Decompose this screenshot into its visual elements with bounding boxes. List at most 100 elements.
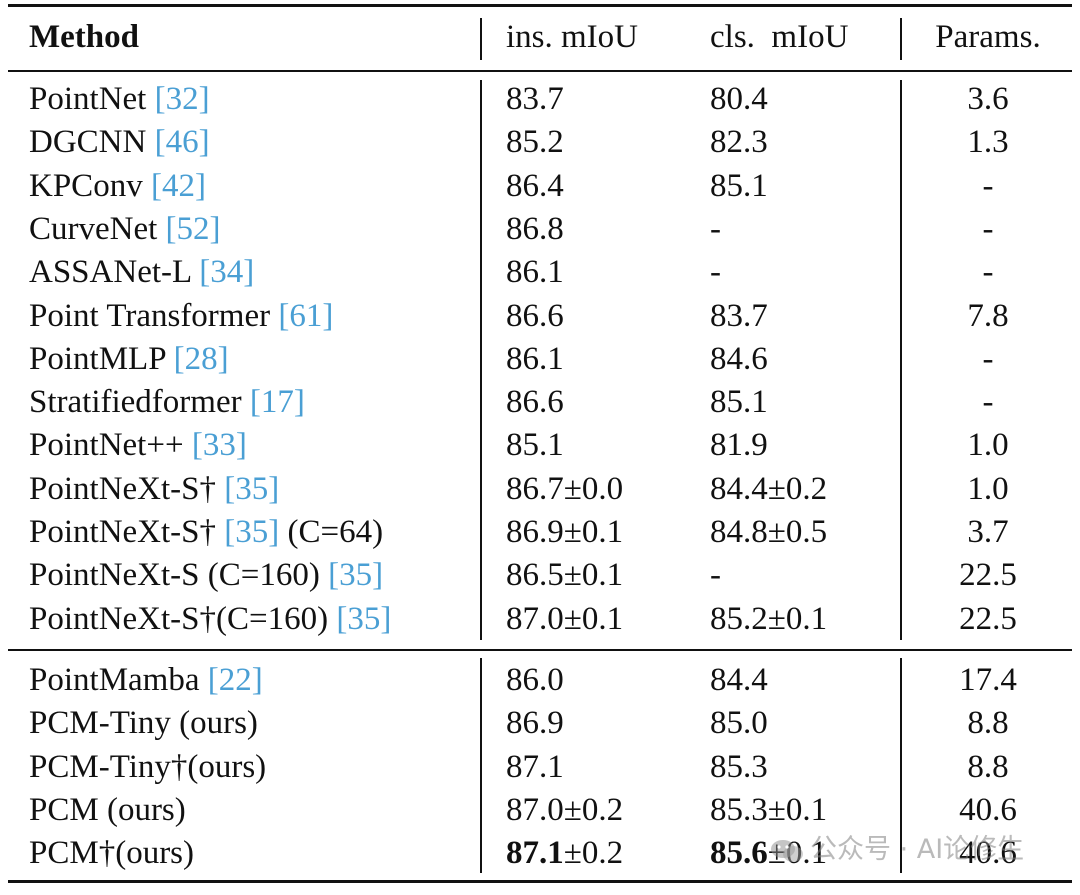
citation-link[interactable]: 35: [347, 600, 381, 637]
citation-link[interactable]: 17: [260, 384, 294, 421]
citation-link[interactable]: 52: [176, 210, 210, 247]
method-name: PointNeXt-S†: [29, 470, 225, 507]
cls-miou-cell: -: [710, 251, 721, 294]
params-cell: 1.0: [967, 470, 1009, 507]
cls-miou-value: 85.0: [710, 705, 768, 742]
top-rule: [8, 4, 1072, 7]
citation-link[interactable]: 42: [161, 167, 195, 204]
table-row: PointMLP [28] 86.1 84.6 -: [8, 338, 1072, 381]
method-cell: ASSANet-L [34]: [29, 251, 254, 294]
method-name: PointNeXt-S†(C=160): [29, 600, 337, 637]
citation-bracket: [: [278, 297, 290, 334]
ins-miou-value: 86.6: [506, 297, 564, 334]
citation-link[interactable]: 46: [165, 124, 199, 161]
params-cell: 40.6: [959, 835, 1017, 872]
citation-bracket: ]: [198, 81, 210, 117]
method-cell: CurveNet [52]: [29, 208, 221, 251]
cls-miou-value: -: [710, 210, 721, 247]
method-name: ASSANet-L: [29, 254, 200, 291]
citation-link[interactable]: 35: [235, 514, 269, 550]
cls-miou-std: ±0.5: [767, 514, 828, 550]
section1-vline-method: [480, 80, 482, 640]
header-params: Params.: [935, 19, 1041, 55]
ins-miou-std: ±0.2: [563, 835, 624, 872]
citation-link[interactable]: 35: [339, 557, 373, 594]
citation-bracket: ]: [322, 297, 334, 334]
ins-miou-value: 86.6: [506, 384, 564, 421]
citation-bracket: [: [224, 514, 236, 550]
table-row: PCM (ours) 87.0±0.2 85.3±0.1 40.6: [8, 789, 1072, 832]
cls-miou-value: 83.7: [710, 297, 768, 334]
citation-link[interactable]: 33: [202, 427, 236, 464]
table-row: PCM-Tiny (ours) 86.9 85.0 8.8: [8, 702, 1072, 745]
citation-link[interactable]: 61: [289, 297, 323, 334]
method-name: PCM (ours): [29, 791, 186, 828]
section-divider-rule: [8, 649, 1072, 651]
cls-miou-cell: 85.3±0.1: [710, 789, 827, 832]
method-name: PointMamba: [29, 662, 208, 698]
method-cell: PointNeXt-S†(C=160) [35]: [29, 598, 391, 641]
citation-link[interactable]: 22: [218, 662, 252, 698]
table-row: PointNeXt-S† [35] 86.7±0.0 84.4±0.2 1.0: [8, 468, 1072, 511]
cls-miou-value: 84.6: [710, 340, 768, 377]
citation-bracket: ]: [268, 470, 280, 507]
ins-miou-value: 87.0: [506, 600, 564, 637]
citation-bracket: ]: [209, 210, 221, 247]
params-cell: 22.5: [959, 600, 1017, 637]
params-cell: -: [982, 340, 994, 377]
table-row: Stratifiedformer [17] 86.6 85.1 -: [8, 381, 1072, 424]
ins-miou-value: 87.1: [506, 835, 564, 872]
citation-bracket: [: [154, 124, 166, 161]
citation-bracket: ]: [194, 167, 206, 204]
method-cell: PointNeXt-S† [35]: [29, 468, 279, 511]
method-cell: PointNeXt-S† [35] (C=64): [29, 511, 383, 554]
method-name: PointNeXt-S†: [29, 514, 225, 550]
ins-miou-std: ±0.1: [563, 514, 624, 550]
cls-miou-cell: 85.1: [710, 381, 768, 424]
citation-link[interactable]: 35: [235, 470, 269, 507]
params-cell: 1.3: [967, 124, 1009, 161]
params-cell: -: [982, 254, 994, 291]
method-cell: PointNet [32]: [29, 78, 210, 121]
ins-miou-value: 86.0: [506, 662, 564, 698]
cls-miou-value: 85.1: [710, 384, 768, 421]
ins-miou-cell: 87.0±0.1: [506, 598, 623, 641]
citation-bracket: [: [165, 210, 177, 247]
ins-miou-cell: 87.0±0.2: [506, 789, 623, 832]
method-suffix: (C=64): [279, 514, 384, 550]
ins-miou-cell: 86.1: [506, 338, 564, 381]
citation-bracket: ]: [243, 254, 255, 291]
ins-miou-cell: 86.7±0.0: [506, 468, 623, 511]
ins-miou-value: 86.1: [506, 340, 564, 377]
params-cell: -: [982, 210, 994, 247]
table-row: ASSANet-L [34] 86.1 - -: [8, 251, 1072, 294]
cls-miou-cell: 85.3: [710, 746, 768, 789]
header-rule: [8, 70, 1072, 72]
citation-link[interactable]: 34: [210, 254, 244, 291]
cls-miou-cell: 83.7: [710, 295, 768, 338]
cls-miou-cell: 85.1: [710, 165, 768, 208]
ins-miou-std: ±0.0: [563, 470, 624, 507]
cls-miou-value: 85.6: [710, 835, 768, 872]
method-cell: DGCNN [46]: [29, 121, 210, 164]
params-cell: 22.5: [959, 557, 1017, 594]
table-row: Point Transformer [61] 86.6 83.7 7.8: [8, 295, 1072, 338]
header-cls-miou: cls. mIoU: [710, 19, 849, 55]
method-cell: KPConv [42]: [29, 165, 206, 208]
table-row: PCM†(ours)87.1±0.285.6±0.140.6: [8, 832, 1072, 875]
method-cell: PCM†(ours): [29, 832, 194, 875]
method-cell: PointNeXt-S (C=160) [35]: [29, 554, 383, 597]
citation-link[interactable]: 32: [165, 81, 199, 117]
cls-miou-cell: -: [710, 554, 721, 597]
params-cell: -: [982, 384, 994, 421]
ins-miou-std: ±0.1: [563, 600, 624, 637]
cls-miou-cell: 84.4: [710, 659, 768, 702]
section2-vline-params: [900, 658, 902, 873]
citation-link[interactable]: 28: [184, 340, 218, 377]
citation-bracket: ]: [268, 514, 280, 550]
ins-miou-value: 87.1: [506, 748, 564, 785]
citation-bracket: [: [191, 427, 203, 464]
citation-bracket: [: [173, 340, 185, 377]
citation-bracket: [: [199, 254, 211, 291]
method-name: PCM†(ours): [29, 835, 195, 872]
